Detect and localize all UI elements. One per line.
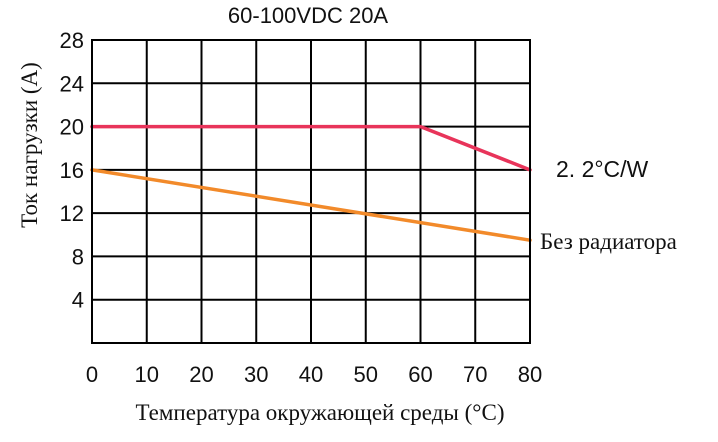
- series-line-1: [90, 124, 532, 172]
- chart-grid: [92, 40, 530, 343]
- series-layer: [90, 124, 532, 242]
- x-tick-label: 10: [135, 362, 159, 387]
- x-tick-label: 70: [463, 362, 487, 387]
- x-tick-label: 60: [408, 362, 432, 387]
- x-tick-label: 40: [299, 362, 323, 387]
- y-tick-label: 8: [72, 244, 84, 269]
- series-labels: 2. 2°C/W Без радиатора: [540, 156, 677, 254]
- x-axis-label: Температура окружающей среды (°C): [136, 400, 505, 425]
- y-tick-label: 4: [72, 288, 84, 313]
- x-tick-label: 0: [86, 362, 98, 387]
- x-tick-label: 20: [189, 362, 213, 387]
- y-tick-label: 20: [60, 115, 84, 140]
- y-tick-label: 28: [60, 28, 84, 53]
- y-tick-label: 16: [60, 158, 84, 183]
- y-tick-label: 24: [60, 71, 84, 96]
- series-label-2: Без радиатора: [540, 229, 677, 254]
- y-tick-label: 12: [60, 201, 84, 226]
- chart-title: 60-100VDC 20A: [228, 3, 389, 28]
- y-axis-label: Ток нагрузки (A): [17, 62, 42, 228]
- series-label-1: 2. 2°C/W: [556, 156, 649, 182]
- x-tick-label: 50: [354, 362, 378, 387]
- x-tick-label: 30: [244, 362, 268, 387]
- plot-frame: [91, 39, 531, 344]
- tick-labels: 0 10 20 30 40 50 60 70 80 4 8 12 16 20 24 28: [60, 28, 543, 387]
- series-line-2: [90, 168, 532, 242]
- x-tick-label: 80: [518, 362, 542, 387]
